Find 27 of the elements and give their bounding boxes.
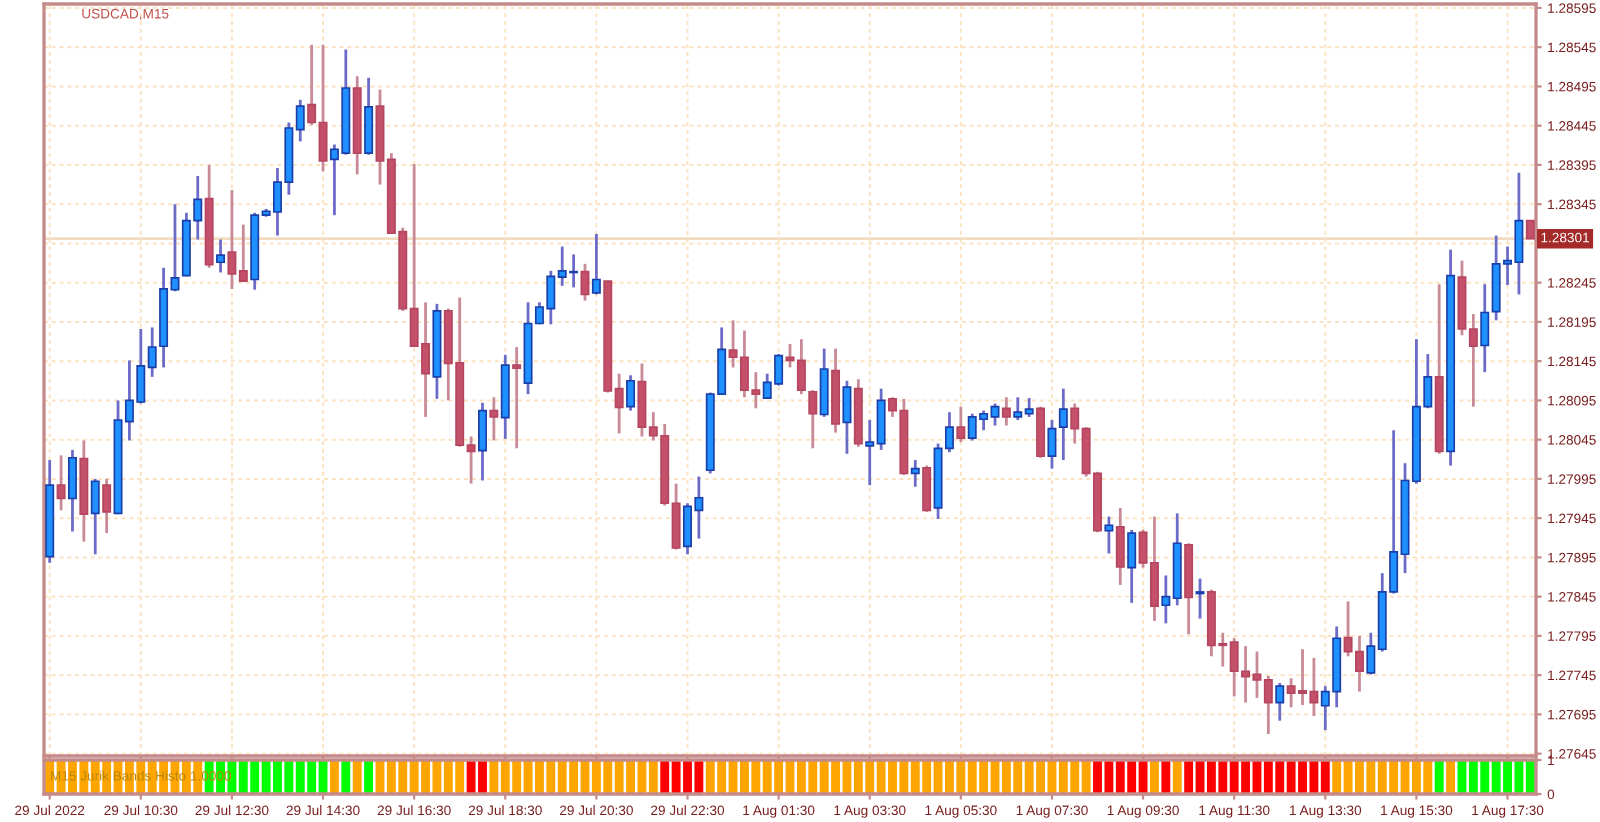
candlestick (1115, 506, 1125, 587)
candlestick (808, 388, 818, 450)
candlestick (1001, 395, 1011, 427)
candlestick (1275, 681, 1285, 723)
candlestick (90, 477, 100, 556)
candlestick (102, 477, 112, 535)
candlestick (1195, 577, 1205, 621)
candlestick (1127, 528, 1137, 605)
candlestick (910, 458, 920, 489)
candlestick (67, 448, 77, 533)
candlestick (1104, 515, 1114, 555)
candlestick (922, 464, 932, 514)
candlestick (591, 232, 601, 296)
candlestick (1036, 405, 1046, 460)
candlestick (842, 379, 852, 456)
candlestick (512, 345, 522, 450)
candlestick (478, 401, 487, 482)
candlestick (956, 405, 966, 444)
candlestick (1525, 219, 1535, 240)
candlestick (216, 238, 226, 274)
candlestick (56, 453, 66, 512)
candlestick (1047, 418, 1057, 471)
candlestick (1058, 387, 1068, 462)
candlestick (819, 347, 829, 419)
candlestick (364, 76, 374, 157)
candlestick (489, 395, 499, 442)
candlestick (626, 373, 636, 412)
